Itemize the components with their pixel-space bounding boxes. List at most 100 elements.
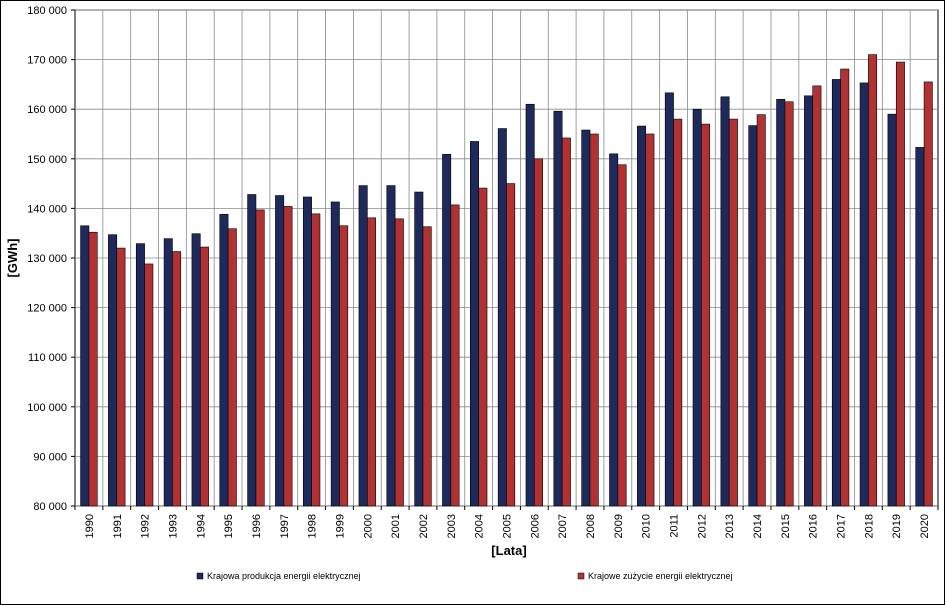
bar-production xyxy=(525,103,535,507)
gridlines xyxy=(75,9,938,507)
x-tick-label: 1991 xyxy=(112,514,124,538)
x-tick-label: 1996 xyxy=(251,514,263,538)
y-tick-label: 130 000 xyxy=(27,253,67,265)
bar-production xyxy=(80,225,90,507)
bar-consumption xyxy=(339,225,349,507)
bar-production xyxy=(470,141,479,507)
bar-production xyxy=(414,191,424,507)
y-tick-label: 120 000 xyxy=(27,303,67,315)
legend-swatch xyxy=(196,572,204,580)
bar-consumption xyxy=(895,61,905,507)
x-tick-label: 2009 xyxy=(613,514,625,538)
bar-production xyxy=(581,129,591,507)
bar-consumption xyxy=(367,217,376,507)
x-tick-label: 1990 xyxy=(84,514,96,538)
x-tick-label: 1994 xyxy=(195,514,207,538)
bar-production xyxy=(163,238,173,507)
bar-production xyxy=(804,95,814,507)
bar-consumption xyxy=(645,133,655,507)
y-tick-label: 110 000 xyxy=(28,352,67,364)
x-tick-label: 1997 xyxy=(279,514,291,538)
y-tick-label: 180 000 xyxy=(27,5,67,17)
bar-consumption xyxy=(589,133,599,507)
bar-consumption xyxy=(255,209,265,507)
bar-production xyxy=(358,185,368,507)
bar-production xyxy=(637,125,646,507)
bar-production xyxy=(887,113,897,507)
bar-consumption xyxy=(172,251,182,507)
legend: Krajowa produkcja energii elektrycznej Kr… xyxy=(196,571,733,581)
bar-consumption xyxy=(394,218,404,507)
bar-consumption xyxy=(673,118,683,507)
bar-production xyxy=(720,96,730,507)
x-tick-label: 2008 xyxy=(585,514,597,538)
x-tick-label: 2017 xyxy=(836,514,848,538)
y-axis-ticks: 80 000 90 000 100 000 110 000 120 000 130 000… xyxy=(27,5,75,513)
x-tick-label: 2012 xyxy=(696,514,708,538)
bar-production xyxy=(442,154,452,507)
bar-production xyxy=(664,92,674,507)
x-tick-label: 1995 xyxy=(223,514,235,538)
y-tick-label: 150 000 xyxy=(27,154,67,166)
bar-consumption xyxy=(784,101,794,507)
x-tick-label: 2014 xyxy=(752,514,764,538)
y-tick-label: 160 000 xyxy=(27,104,67,116)
bar-production xyxy=(108,234,118,507)
bar-consumption xyxy=(506,183,516,507)
bar-production xyxy=(135,243,145,507)
legend-swatch xyxy=(577,572,585,580)
y-tick-label: 140 000 xyxy=(27,203,67,215)
bar-production xyxy=(275,195,285,507)
x-tick-label: 2000 xyxy=(362,514,374,538)
bar-production xyxy=(497,128,507,507)
x-tick-label: 2007 xyxy=(557,514,569,538)
x-tick-label: 2010 xyxy=(641,514,653,538)
bar-production xyxy=(859,82,869,507)
x-tick-label: 2016 xyxy=(808,514,820,538)
x-tick-label: 2015 xyxy=(780,514,792,538)
bar-production xyxy=(302,196,312,507)
bar-consumption xyxy=(617,164,627,507)
bar-consumption xyxy=(422,226,432,507)
x-tick-label: 1999 xyxy=(334,514,346,538)
bar-consumption xyxy=(840,68,850,507)
bar-consumption xyxy=(116,247,126,507)
legend-label: Krajowe zużycie energii elektrycznej xyxy=(588,571,733,581)
x-tick-label: 1992 xyxy=(140,514,152,538)
x-tick-label: 2004 xyxy=(474,514,486,538)
bar-production xyxy=(915,147,925,507)
bar-production xyxy=(748,125,758,507)
legend-label: Krajowa produkcja energii elektrycznej xyxy=(207,571,361,581)
bar-consumption xyxy=(478,187,488,507)
bar-consumption xyxy=(923,81,933,507)
bar-consumption xyxy=(812,85,822,507)
y-tick-label: 80 000 xyxy=(33,501,67,513)
x-tick-label: 2019 xyxy=(891,514,903,538)
y-axis-label: [GWh] xyxy=(5,239,20,278)
bar-consumption xyxy=(88,231,98,507)
bar-production xyxy=(553,110,563,507)
y-tick-label: 90 000 xyxy=(33,451,67,463)
bar-consumption xyxy=(868,54,878,507)
bar-production xyxy=(330,201,340,507)
x-tick-label: 2020 xyxy=(919,514,931,538)
x-tick-label: 1998 xyxy=(307,514,319,538)
x-tick-label: 1993 xyxy=(167,514,179,538)
x-tick-label: 2002 xyxy=(418,514,430,538)
x-tick-label: 2001 xyxy=(390,514,402,538)
bar-production xyxy=(776,98,786,507)
bar-production xyxy=(692,108,702,507)
bar-consumption xyxy=(144,263,154,507)
bar-consumption xyxy=(311,213,321,507)
y-tick-label: 170 000 xyxy=(27,55,67,67)
bar-production xyxy=(609,153,619,507)
bar-consumption xyxy=(227,228,237,507)
x-tick-label: 2011 xyxy=(669,514,681,538)
bar-production xyxy=(219,214,229,507)
x-tick-label: 2005 xyxy=(502,514,514,538)
bar-production xyxy=(247,194,257,507)
bar-consumption xyxy=(450,204,460,507)
x-axis-ticks: 1990 1991 1992 1993 1994 1995 1996 1997 1998 1999… xyxy=(74,506,939,538)
bar-consumption xyxy=(534,158,543,507)
